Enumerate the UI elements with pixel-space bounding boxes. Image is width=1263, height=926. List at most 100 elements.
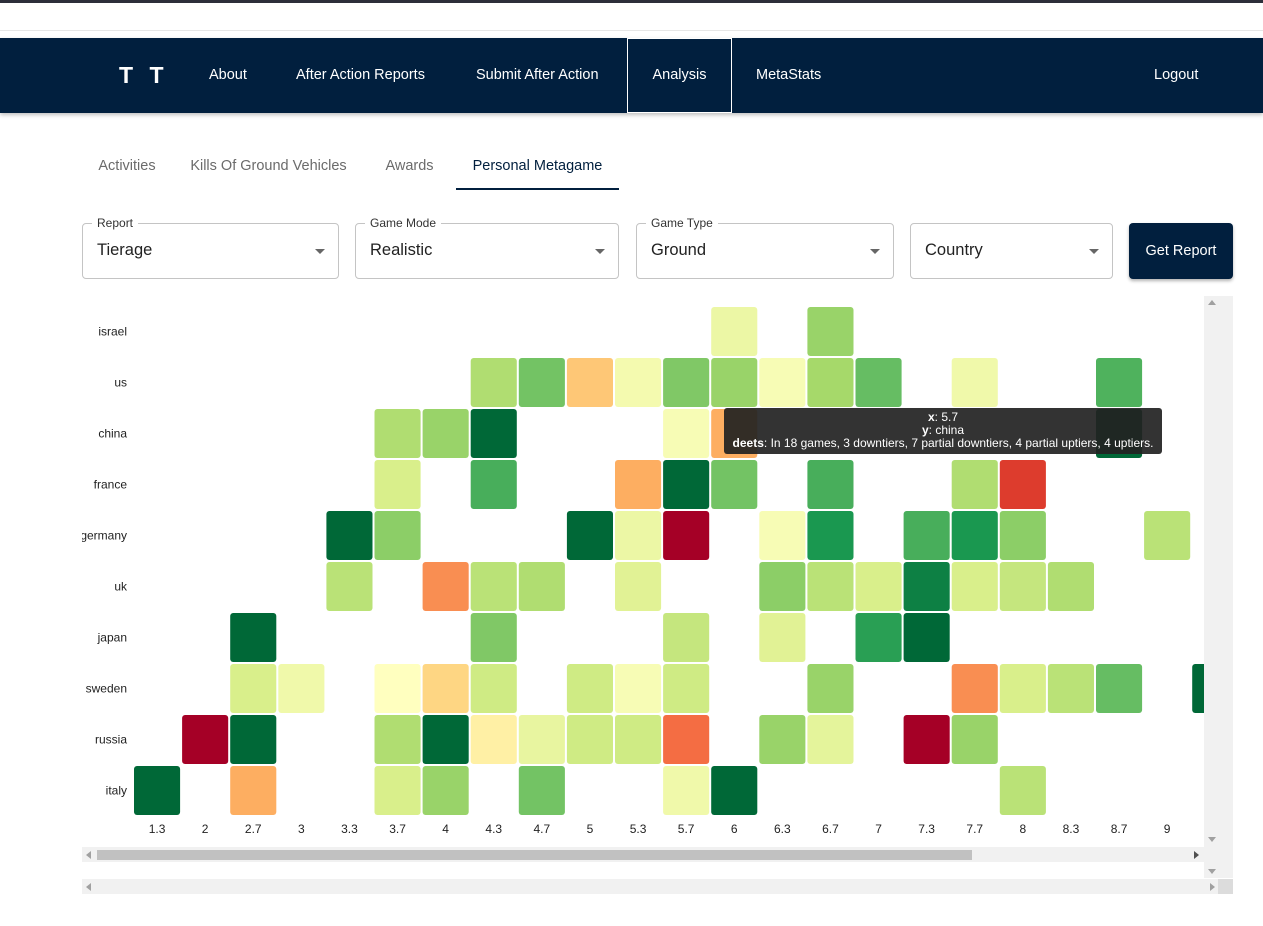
- heatmap-cell[interactable]: [566, 715, 613, 764]
- heatmap-cell[interactable]: [951, 562, 998, 611]
- report-select[interactable]: Report Tierage: [82, 216, 339, 279]
- nav-analysis[interactable]: Analysis: [627, 38, 732, 113]
- nav-after-action-reports[interactable]: After Action Reports: [296, 67, 425, 83]
- heatmap-cell[interactable]: [663, 715, 710, 764]
- scroll-right-icon[interactable]: [1210, 883, 1215, 891]
- heatmap-cell[interactable]: [470, 715, 517, 764]
- heatmap-cell[interactable]: [1096, 358, 1143, 407]
- country-select[interactable]: Country: [910, 223, 1113, 279]
- heatmap-cell[interactable]: [903, 715, 950, 764]
- heatmap-cell[interactable]: [1192, 664, 1204, 713]
- tab-activities[interactable]: Activities: [98, 158, 156, 174]
- game-type-select[interactable]: Game Type Ground: [636, 216, 894, 279]
- nav-about[interactable]: About: [209, 67, 247, 83]
- heatmap-cell[interactable]: [807, 358, 854, 407]
- heatmap-cell[interactable]: [615, 664, 662, 713]
- scroll-right-icon[interactable]: [1194, 851, 1199, 859]
- heatmap-cell[interactable]: [759, 613, 806, 662]
- heatmap-cell[interactable]: [518, 715, 565, 764]
- tab-personal-metagame[interactable]: Personal Metagame: [456, 142, 619, 190]
- heatmap-cell[interactable]: [566, 358, 613, 407]
- heatmap-cell[interactable]: [374, 511, 421, 560]
- heatmap-cell[interactable]: [1047, 562, 1094, 611]
- heatmap-cell[interactable]: [999, 766, 1046, 815]
- tab-kills-of-ground-vehicles[interactable]: Kills Of Ground Vehicles: [190, 158, 347, 174]
- heatmap-cell[interactable]: [759, 511, 806, 560]
- heatmap-cell[interactable]: [663, 511, 710, 560]
- heatmap-cell[interactable]: [807, 511, 854, 560]
- heatmap-cell[interactable]: [711, 307, 758, 356]
- scrollbar-thumb[interactable]: [97, 850, 972, 860]
- scroll-up-icon[interactable]: [1208, 300, 1216, 305]
- heatmap-cell[interactable]: [134, 766, 181, 815]
- heatmap-cell[interactable]: [326, 562, 373, 611]
- heatmap-cell[interactable]: [951, 358, 998, 407]
- heatmap-cell[interactable]: [1047, 664, 1094, 713]
- heatmap-cell[interactable]: [470, 613, 517, 662]
- heatmap-cell[interactable]: [807, 562, 854, 611]
- heatmap-cell[interactable]: [999, 562, 1046, 611]
- heatmap-cell[interactable]: [951, 511, 998, 560]
- heatmap-cell[interactable]: [663, 358, 710, 407]
- heatmap-cell[interactable]: [278, 664, 325, 713]
- heatmap-cell[interactable]: [374, 460, 421, 509]
- page-horizontal-scrollbar[interactable]: [82, 879, 1218, 894]
- heatmap-cell[interactable]: [999, 460, 1046, 509]
- heatmap-cell[interactable]: [230, 766, 277, 815]
- heatmap-cell[interactable]: [518, 766, 565, 815]
- scroll-left-icon[interactable]: [86, 883, 91, 891]
- heatmap-cell[interactable]: [374, 715, 421, 764]
- heatmap-cell[interactable]: [951, 460, 998, 509]
- heatmap-cell[interactable]: [663, 409, 710, 458]
- nav-metastats[interactable]: MetaStats: [756, 67, 822, 83]
- get-report-button[interactable]: Get Report: [1129, 223, 1233, 279]
- heatmap-cell[interactable]: [615, 511, 662, 560]
- heatmap-cell[interactable]: [759, 562, 806, 611]
- heatmap-cell[interactable]: [422, 766, 469, 815]
- heatmap-cell[interactable]: [663, 766, 710, 815]
- heatmap-cell[interactable]: [903, 613, 950, 662]
- scroll-down-icon[interactable]: [1208, 869, 1216, 874]
- heatmap-cell[interactable]: [711, 460, 758, 509]
- scroll-down-icon[interactable]: [1208, 837, 1216, 842]
- heatmap-cell[interactable]: [951, 664, 998, 713]
- heatmap-cell[interactable]: [807, 460, 854, 509]
- heatmap-cell[interactable]: [374, 766, 421, 815]
- heatmap-cell[interactable]: [855, 562, 902, 611]
- heatmap-cell[interactable]: [230, 613, 277, 662]
- site-logo[interactable]: T T: [119, 62, 169, 88]
- heatmap-cell[interactable]: [807, 715, 854, 764]
- heatmap-cell[interactable]: [615, 460, 662, 509]
- game-mode-select[interactable]: Game Mode Realistic: [355, 216, 619, 279]
- heatmap-cell[interactable]: [663, 613, 710, 662]
- heatmap-cell[interactable]: [855, 613, 902, 662]
- heatmap-cell[interactable]: [807, 307, 854, 356]
- heatmap-cell[interactable]: [422, 409, 469, 458]
- heatmap-cell[interactable]: [615, 562, 662, 611]
- horizontal-scrollbar[interactable]: [82, 847, 1218, 862]
- heatmap-cell[interactable]: [470, 664, 517, 713]
- heatmap-cell[interactable]: [999, 511, 1046, 560]
- logout-button[interactable]: Logout: [1154, 67, 1199, 83]
- heatmap-cell[interactable]: [663, 460, 710, 509]
- heatmap-cell[interactable]: [566, 511, 613, 560]
- heatmap-cell[interactable]: [470, 460, 517, 509]
- heatmap-cell[interactable]: [1096, 664, 1143, 713]
- heatmap-cell[interactable]: [422, 715, 469, 764]
- heatmap-cell[interactable]: [663, 664, 710, 713]
- heatmap-cell[interactable]: [230, 664, 277, 713]
- heatmap-cell[interactable]: [999, 664, 1046, 713]
- heatmap-cell[interactable]: [903, 562, 950, 611]
- heatmap-cell[interactable]: [470, 358, 517, 407]
- heatmap-cell[interactable]: [374, 409, 421, 458]
- heatmap-cell[interactable]: [422, 664, 469, 713]
- heatmap-cell[interactable]: [951, 715, 998, 764]
- heatmap-cell[interactable]: [711, 766, 758, 815]
- heatmap-cell[interactable]: [470, 409, 517, 458]
- heatmap-cell[interactable]: [711, 358, 758, 407]
- nav-submit-after-action[interactable]: Submit After Action: [476, 67, 599, 83]
- heatmap-cell[interactable]: [374, 664, 421, 713]
- heatmap-cell[interactable]: [422, 562, 469, 611]
- tab-awards[interactable]: Awards: [385, 158, 434, 174]
- heatmap-cell[interactable]: [855, 358, 902, 407]
